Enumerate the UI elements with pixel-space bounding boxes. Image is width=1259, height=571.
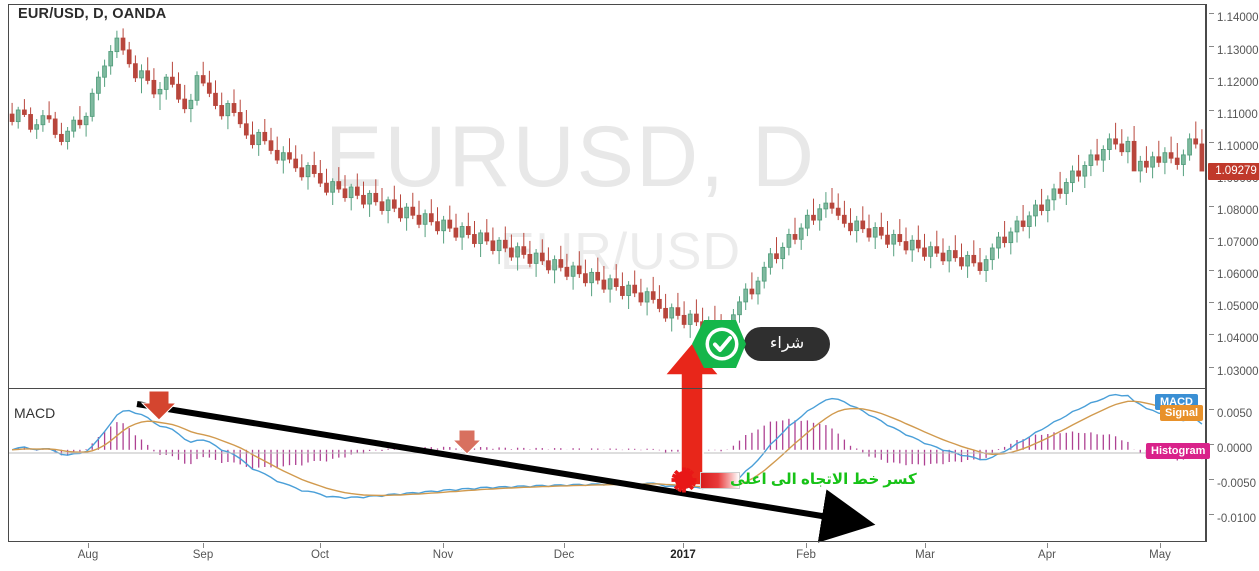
buy-callout: شراء bbox=[690, 318, 830, 370]
time-tick-label: Sep bbox=[192, 549, 214, 561]
macd-panel-title: MACD bbox=[14, 405, 56, 421]
trendline-break-label: كسر خط الاتجاه الى اعلى bbox=[730, 471, 917, 488]
time-tick-mark bbox=[88, 543, 89, 548]
time-tick-label: May bbox=[1149, 549, 1171, 561]
price-tick-label: 1.14000 bbox=[1209, 12, 1259, 24]
signal-line bbox=[12, 400, 1203, 497]
breakout-starburst-icon bbox=[671, 467, 697, 493]
panel-divider bbox=[8, 388, 1206, 389]
last-price-tag: 1.09279 bbox=[1208, 162, 1259, 180]
time-tick-label: Apr bbox=[1038, 549, 1056, 561]
time-tick-mark bbox=[925, 543, 926, 548]
legend-badge-histogram[interactable]: Histogram bbox=[1146, 443, 1211, 459]
time-tick-mark bbox=[443, 543, 444, 548]
price-tick-label: 1.11000 bbox=[1209, 109, 1258, 121]
chart-frame bbox=[8, 4, 1206, 542]
time-tick-label: Dec bbox=[553, 549, 575, 561]
time-tick-label: 2017 bbox=[670, 549, 696, 561]
macd-tick-label: -0.0050 bbox=[1209, 478, 1256, 490]
lower-high-arrow-1 bbox=[140, 390, 178, 421]
time-tick-label: Aug bbox=[77, 549, 99, 561]
time-tick-mark bbox=[1160, 543, 1161, 548]
watermark-pair: EUR/USD bbox=[500, 223, 742, 281]
legend-badge-signal[interactable]: Signal bbox=[1160, 405, 1204, 421]
price-tick-label: 1.03000 bbox=[1209, 366, 1259, 378]
time-tick-mark bbox=[683, 543, 684, 548]
watermark-symbol: EURUSD, D bbox=[325, 109, 817, 205]
price-tick-label: 1.10000 bbox=[1209, 141, 1259, 153]
time-axis[interactable]: Aug Sep Oct Nov Dec 2017 Feb Mar Apr May bbox=[0, 543, 1206, 571]
macd-trendline bbox=[136, 401, 876, 543]
time-tick-mark bbox=[320, 543, 321, 548]
time-tick-label: Mar bbox=[915, 549, 935, 561]
buy-label: شراء bbox=[744, 327, 830, 361]
macd-tick-label: 0.0050 bbox=[1209, 408, 1252, 420]
price-tick-label: 1.07000 bbox=[1209, 237, 1259, 249]
axis-separator bbox=[1206, 4, 1207, 542]
time-tick-mark bbox=[564, 543, 565, 548]
macd-tick-label: -0.0100 bbox=[1209, 513, 1256, 525]
price-axis[interactable]: 1.140001.130001.120001.110001.100001.090… bbox=[1207, 0, 1259, 571]
time-tick-mark bbox=[806, 543, 807, 548]
price-tick-label: 1.12000 bbox=[1209, 77, 1259, 89]
time-tick-mark bbox=[1047, 543, 1048, 548]
price-tick-label: 1.06000 bbox=[1209, 269, 1259, 281]
lower-high-arrow-2 bbox=[451, 429, 483, 455]
symbol-title: EUR/USD, D, OANDA bbox=[18, 6, 167, 22]
checkmark-badge-icon bbox=[692, 320, 746, 368]
time-tick-label: Feb bbox=[796, 549, 816, 561]
price-tick-label: 1.13000 bbox=[1209, 45, 1259, 57]
macd-tick-label: 0.0000 bbox=[1209, 443, 1252, 455]
breakout-gradient-marker bbox=[700, 472, 740, 489]
time-tick-mark bbox=[203, 543, 204, 548]
price-tick-label: 1.05000 bbox=[1209, 301, 1259, 313]
price-tick-label: 1.08000 bbox=[1209, 205, 1259, 217]
price-tick-label: 1.04000 bbox=[1209, 333, 1259, 345]
time-tick-label: Nov bbox=[432, 549, 454, 561]
candlestick-series bbox=[9, 28, 1205, 351]
time-tick-label: Oct bbox=[311, 549, 329, 561]
